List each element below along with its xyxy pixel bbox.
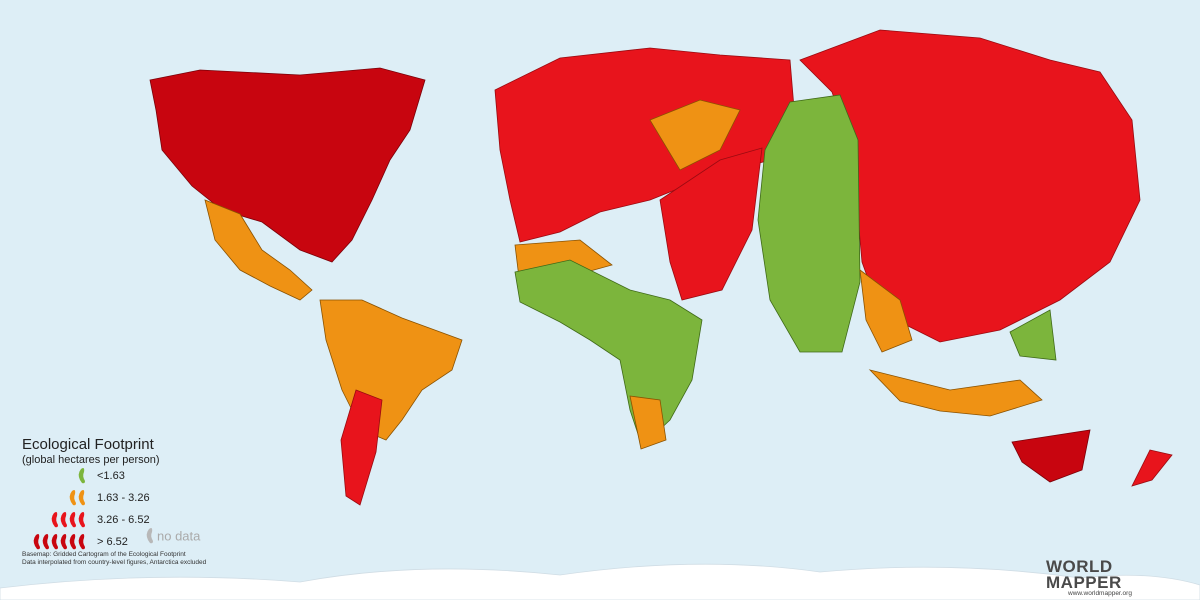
philippines (1009, 309, 1057, 361)
footprint-icon (51, 534, 58, 550)
footprint-icon (78, 490, 85, 506)
legend-label: <1.63 (97, 470, 125, 482)
southern-cone (340, 389, 383, 506)
southeast-asia (859, 269, 913, 353)
footprint-icon (78, 468, 85, 484)
logo: WORLD (1046, 557, 1113, 576)
footprint-icon (69, 512, 76, 528)
south-america (319, 299, 463, 441)
legend-subtitle: (global hectares per person) (22, 454, 160, 466)
southern-africa (629, 395, 667, 450)
legend: <1.63 1.63 - 3.26 3.26 - 6.52 > 6.52 no data (33, 468, 201, 550)
footprint-icon (51, 512, 58, 528)
footprint-icon (69, 490, 76, 506)
central-america (204, 199, 313, 301)
legend-label: > 6.52 (97, 536, 128, 548)
footprint-icon (33, 534, 40, 550)
legend-label: 1.63 - 3.26 (97, 492, 150, 504)
footprint-icon (78, 512, 85, 528)
footprint-icon (78, 534, 85, 550)
note: Basemap: Gridded Cartogram of the Ecolog… (22, 551, 186, 558)
landmasses (0, 29, 1200, 600)
middle-east (659, 147, 763, 301)
legend-title: Ecological Footprint (22, 436, 155, 453)
central-asia (649, 99, 741, 171)
legend-label: 3.26 - 6.52 (97, 514, 150, 526)
australia (1011, 429, 1091, 483)
north-america (149, 67, 426, 263)
logo-url: www.worldmapper.org (1067, 590, 1132, 597)
antarctica (0, 563, 1200, 600)
note: Data interpolated from country-level fig… (22, 559, 207, 566)
footprint-icon (69, 534, 76, 550)
logo: MAPPER (1046, 573, 1122, 592)
footprint-icon (146, 528, 153, 544)
indonesia (868, 369, 1043, 417)
south-asia (757, 94, 861, 353)
footprint-icon (60, 534, 67, 550)
footprint-icon (60, 512, 67, 528)
legend-label: no data (157, 528, 201, 543)
new-zealand (1131, 449, 1173, 487)
footprint-icon (42, 534, 49, 550)
sub-saharan-africa (514, 259, 703, 447)
